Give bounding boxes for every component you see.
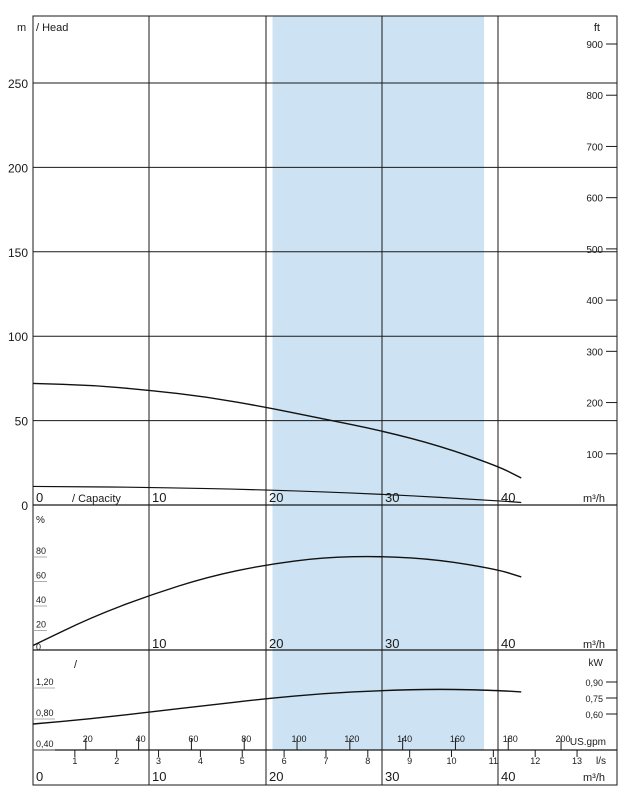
head-curve [32, 382, 522, 479]
kw-right-tick-label: 0,60 [585, 710, 603, 720]
ft-tick-label: 600 [586, 194, 603, 205]
power-curve [32, 688, 522, 725]
head-unit-label: m [17, 22, 26, 34]
eff-unit-label: % [36, 515, 45, 526]
ft-tick-label: 400 [586, 296, 603, 307]
eff-x-tick-label: 10 [152, 636, 166, 651]
capacity-tick-label: 0 [36, 490, 43, 505]
ls-tick-label: 8 [365, 756, 370, 766]
highlight-band [272, 16, 485, 750]
eff-zero-label: 0 [36, 642, 41, 652]
ls-unit-label: l/s [596, 756, 606, 767]
eff-x-tick-label: 20 [269, 636, 283, 651]
ft-tick-label: 700 [586, 142, 603, 153]
kw-left-tick-label: 0,80 [36, 708, 54, 718]
capacity-tick-label: 20 [269, 490, 283, 505]
ls-tick-label: 11 [489, 756, 498, 766]
ls-tick-label: 4 [198, 756, 203, 766]
kw-left-tick-label: 1,20 [36, 677, 54, 687]
m3h-bottom-unit-label: m³/h [583, 772, 605, 784]
ft-tick-label: 200 [586, 399, 603, 410]
kw-unit-label: kW [589, 658, 604, 669]
head-tick-label: 50 [15, 415, 29, 429]
efficiency-curve [32, 555, 522, 647]
eff-x-tick-label: 30 [385, 636, 399, 651]
ft-tick-label: 800 [586, 91, 603, 102]
capacity-unit-label: m³/h [583, 493, 605, 505]
ft-unit-label: ft [594, 22, 600, 34]
head-tick-label: 200 [8, 161, 28, 175]
head-tick-label: 0 [21, 499, 28, 513]
ls-tick-label: 7 [323, 756, 328, 766]
eff-tick-label: 80 [36, 546, 46, 556]
eff-x-unit-label: m³/h [583, 639, 605, 651]
kw-right-tick-label: 0,75 [585, 694, 603, 704]
ls-tick-label: 10 [446, 756, 456, 766]
gpm-tick-label: 120 [344, 734, 359, 744]
gpm-unit-label: US.gpm [570, 737, 606, 748]
ls-tick-label: 6 [282, 756, 287, 766]
gpm-tick-label: 80 [241, 734, 251, 744]
head-tick-label: 150 [8, 246, 28, 260]
gpm-tick-label: 140 [397, 734, 412, 744]
ls-tick-label: 9 [407, 756, 412, 766]
gpm-tick-label: 200 [556, 734, 571, 744]
gpm-tick-label: 100 [292, 734, 307, 744]
gpm-tick-label: 180 [503, 734, 518, 744]
m3h-bottom-tick-label: 10 [152, 769, 166, 784]
ls-tick-label: 2 [114, 756, 119, 766]
head-tick-label: 250 [8, 77, 28, 91]
eff-tick-label: 40 [36, 595, 46, 605]
ft-tick-label: 900 [586, 40, 603, 51]
kw-left-tick-label: 0,40 [36, 739, 54, 749]
ls-tick-label: 13 [572, 756, 582, 766]
gpm-tick-label: 40 [136, 734, 146, 744]
ls-tick-label: 5 [240, 756, 245, 766]
gpm-tick-label: 20 [83, 734, 93, 744]
ls-tick-label: 12 [530, 756, 540, 766]
eff-tick-label: 60 [36, 571, 46, 581]
eff-x-tick-label: 40 [501, 636, 515, 651]
capacity-tick-label: 40 [501, 490, 515, 505]
m3h-bottom-tick-label: 30 [385, 769, 399, 784]
kw-right-tick-label: 0,90 [585, 678, 603, 688]
capacity-tick-label: 10 [152, 490, 166, 505]
gpm-tick-label: 60 [188, 734, 198, 744]
head-title: / Head [36, 22, 68, 34]
ls-tick-label: 1 [72, 756, 77, 766]
marks [32, 382, 522, 725]
ft-tick-label: 100 [586, 450, 603, 461]
ls-tick-label: 3 [156, 756, 161, 766]
capacity-tick-label: 30 [385, 490, 399, 505]
power-title: / [74, 659, 78, 671]
head-tick-label: 100 [8, 330, 28, 344]
m3h-bottom-tick-label: 20 [269, 769, 283, 784]
m3h-bottom-tick-label: 40 [501, 769, 515, 784]
ft-tick-label: 500 [586, 245, 603, 256]
ft-tick-label: 300 [586, 347, 603, 358]
m3h-bottom-tick-label: 0 [36, 769, 43, 784]
outer-frame [32, 15, 618, 786]
npsh-curve [32, 485, 522, 504]
grid [32, 15, 618, 786]
eff-tick-label: 20 [36, 620, 46, 630]
gpm-tick-label: 160 [450, 734, 465, 744]
capacity-title: / Capacity [72, 493, 121, 505]
